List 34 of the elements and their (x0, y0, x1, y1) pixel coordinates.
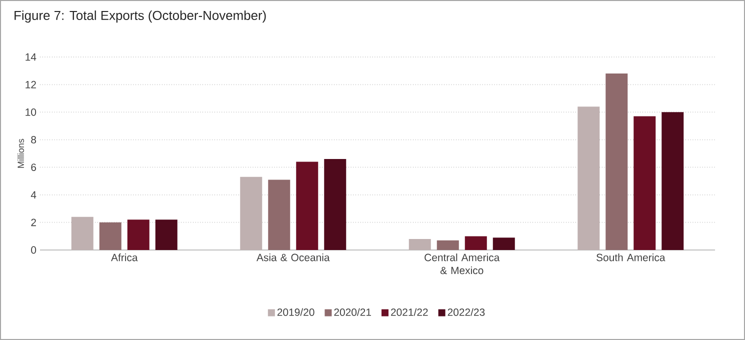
bar (436, 240, 459, 250)
y-tick-label: 0 (31, 246, 36, 254)
y-tick-label: 14 (26, 53, 36, 61)
x-tick-label: Africa (111, 254, 138, 262)
bar (578, 106, 600, 250)
y-tick-label: 8 (31, 136, 36, 144)
bar (634, 116, 656, 250)
x-tick-label: Central America & Mexico (424, 254, 500, 274)
x-tick-label: South America (596, 254, 666, 262)
bar (408, 238, 431, 250)
y-tick-label: 2 (31, 218, 36, 226)
bar (324, 159, 346, 250)
bar (268, 180, 290, 250)
legend-label: 2022/23 (448, 308, 485, 316)
y-tick-label: 6 (31, 164, 36, 171)
bar (155, 220, 178, 250)
bar (296, 162, 318, 250)
bar (99, 222, 122, 250)
bar (71, 216, 94, 250)
y-tick-label: 12 (26, 80, 36, 88)
y-tick-label: 4 (30, 191, 36, 198)
chart-title: Figure 7: Total Exports (October-November) (14, 10, 266, 23)
bar (662, 112, 684, 250)
bar (464, 236, 487, 250)
y-tick-label: 10 (26, 108, 36, 116)
legend-label: 2019/20 (277, 308, 314, 316)
bar (240, 176, 262, 250)
bar (127, 220, 150, 250)
legend-label: 2020/21 (334, 308, 371, 316)
legend-label: 2021/22 (391, 308, 428, 316)
x-tick-label: Asia & Oceania (256, 254, 330, 262)
y-axis-title: Millions (17, 138, 24, 168)
bar (606, 74, 628, 250)
bar (492, 238, 515, 250)
